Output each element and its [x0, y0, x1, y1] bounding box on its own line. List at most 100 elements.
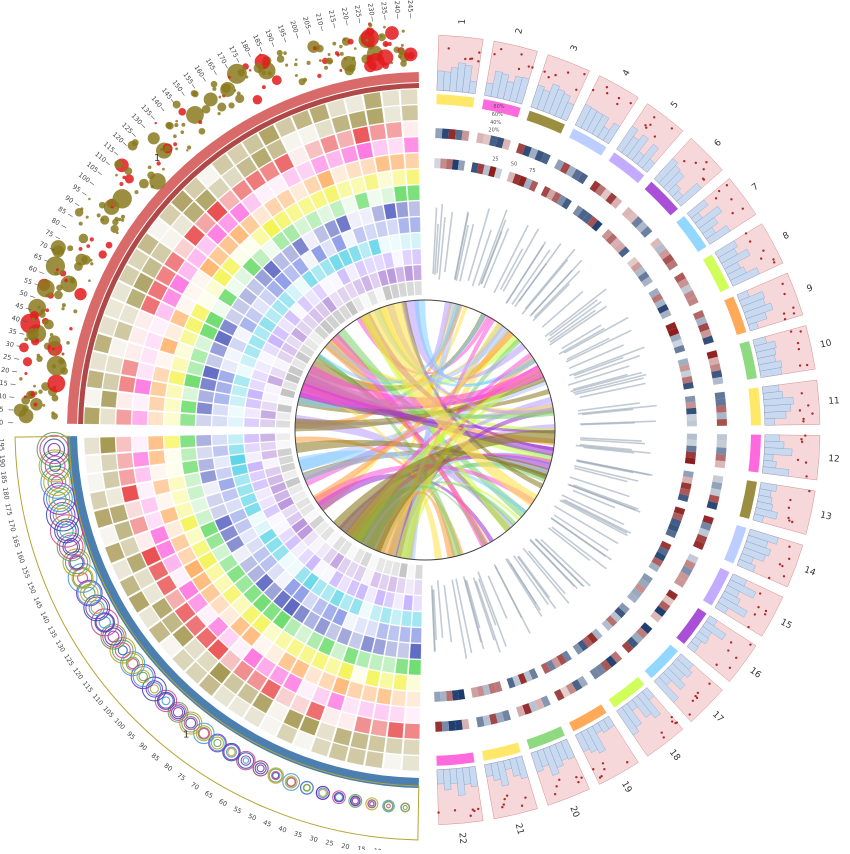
pink-dot-14-2: [788, 558, 790, 560]
chrom-band-1: [436, 94, 474, 107]
nested-circle-6-1: [301, 782, 313, 794]
upper-tick-4: [12, 371, 17, 372]
pink-dot-4-0: [618, 97, 620, 99]
diverge-strip-12-1-1: [687, 440, 697, 447]
pink-dot-21-4: [501, 806, 503, 808]
heatmap-cell-upper-r0-27: [414, 281, 422, 295]
scatter-point-111: [44, 320, 54, 330]
scatter-point-235: [34, 403, 38, 407]
diverge-strip-11-0-4: [717, 419, 727, 426]
heatmap-cell-lower-r8-25: [150, 465, 167, 481]
nested-circle-6-3: [304, 785, 310, 791]
upper-tick-label-34: 170: [215, 50, 228, 65]
scatter-point-178: [212, 87, 216, 91]
heatmap-cell-upper-r9-1: [133, 394, 149, 410]
pink-dot-3-5: [554, 74, 556, 76]
chrom-band-11: [748, 387, 761, 425]
upper-tick-label-45: 225: [353, 5, 363, 19]
upper-tick-label-35: 175: [227, 44, 240, 59]
scatter-point-97: [99, 202, 106, 209]
pink-dot-16-0: [715, 664, 717, 666]
heatmap-cell-upper-r1-1: [260, 410, 276, 419]
heatmap-cell-upper-r0-1: [276, 412, 291, 420]
chrom-label-13: 13: [819, 510, 832, 522]
scatter-point-150: [283, 51, 287, 55]
nested-circle-10-2: [241, 756, 250, 765]
chrom-band-10: [739, 341, 757, 380]
heatmap-cell-upper-r8-24: [360, 158, 376, 175]
upper-tick-40: [296, 33, 298, 38]
scatter-point-254: [57, 250, 60, 253]
heatmap-cell-upper-r9-24: [356, 142, 373, 160]
pink-dot-2-5: [520, 53, 522, 55]
heatmap-cell-upper-r9-27: [404, 137, 419, 153]
heatmap-cell-lower-r12-1: [384, 754, 402, 771]
upper-tick-30: [181, 92, 184, 96]
scatter-point-102: [125, 174, 134, 183]
pink-dot-8-0: [762, 249, 764, 251]
pink-dot-10-2: [799, 364, 801, 366]
pink-dot-13-1: [789, 499, 791, 501]
nested-circle-12-2: [211, 737, 223, 749]
heatmap-cell-upper-r11-25: [366, 108, 384, 125]
chrom-label-9: 9: [806, 283, 815, 294]
heatmap-cell-lower-r10-27: [116, 437, 132, 453]
scatter-point-220: [164, 145, 170, 151]
diverge-strip-1-1-0: [434, 158, 440, 168]
heatmap-cell-upper-r10-4: [125, 343, 143, 361]
percent-label-1: 40%: [490, 120, 501, 126]
heatmap-cell-lower-r12-25: [87, 473, 104, 492]
diverge-strip-11-1-0: [685, 396, 696, 403]
blue-hist-1-0: [437, 71, 444, 91]
pink-dot-16-5: [727, 649, 729, 651]
heatmap-cell-upper-r12-25: [363, 92, 382, 109]
scatter-point-240: [114, 160, 123, 169]
heatmap-cell-upper-r9-25: [372, 140, 388, 157]
lower-tick-label-11: 55: [232, 805, 243, 816]
upper-tick-label-4: 20: [1, 366, 10, 375]
chrom-band-12: [748, 435, 761, 473]
pink-dot-21-3: [503, 803, 505, 805]
upper-tick-label-13: 65: [32, 252, 43, 263]
gene-label-mark-9-0: [575, 356, 640, 379]
scatter-point-8: [97, 213, 101, 217]
pink-dot-2-1: [528, 65, 530, 67]
heatmap-cell-lower-r9-27: [132, 436, 148, 451]
pink-dot-10-0: [798, 348, 800, 350]
nested-circle-10-1: [238, 753, 253, 768]
heatmap-cell-upper-r3-25: [389, 235, 401, 251]
heatmap-cell-lower-r5-0: [410, 644, 422, 659]
heatmap-cell-lower-r12-2: [365, 751, 384, 768]
upper-tick-31: [192, 84, 195, 88]
scatter-point-246: [116, 232, 119, 235]
diverge-strip-12-0-2: [716, 447, 726, 454]
nested-circle-8-0: [268, 768, 283, 783]
scatter-point-255: [254, 63, 264, 73]
pink-dot-13-2: [788, 507, 790, 509]
lower-tick-label-24: 120: [71, 666, 85, 681]
lower-tick-label-18: 90: [137, 741, 149, 752]
scatter-point-202: [285, 64, 288, 67]
scatter-point-63: [62, 353, 65, 356]
scatter-point-181: [148, 165, 152, 169]
heatmap-cell-upper-r12-23: [327, 99, 347, 118]
upper-tick-label-0: 0: [0, 419, 3, 427]
scatter-point-6: [402, 30, 405, 33]
nested-circle-8-3: [273, 773, 279, 779]
pink-dot-2-4: [531, 66, 533, 68]
scatter-point-214: [383, 26, 386, 29]
heatmap-cell-lower-r3-0: [412, 612, 422, 627]
scatter-point-94: [154, 122, 156, 124]
scatter-point-209: [32, 318, 36, 322]
pink-dot-20-4: [580, 777, 582, 779]
heatmap-cell-lower-r10-2: [371, 719, 388, 736]
scatter-point-62: [121, 215, 125, 219]
heatmap-cell-lower-r5-25: [198, 458, 215, 471]
pink-dot-11-4: [799, 409, 801, 411]
scatter-point-251: [366, 27, 375, 36]
pink-dot-3-4: [575, 89, 577, 91]
lower-tick-label-10: 50: [247, 812, 258, 823]
upper-tick-label-36: 180: [239, 39, 252, 54]
heatmap-cell-upper-r9-2: [134, 378, 151, 394]
pink-dot-4-1: [606, 86, 608, 88]
